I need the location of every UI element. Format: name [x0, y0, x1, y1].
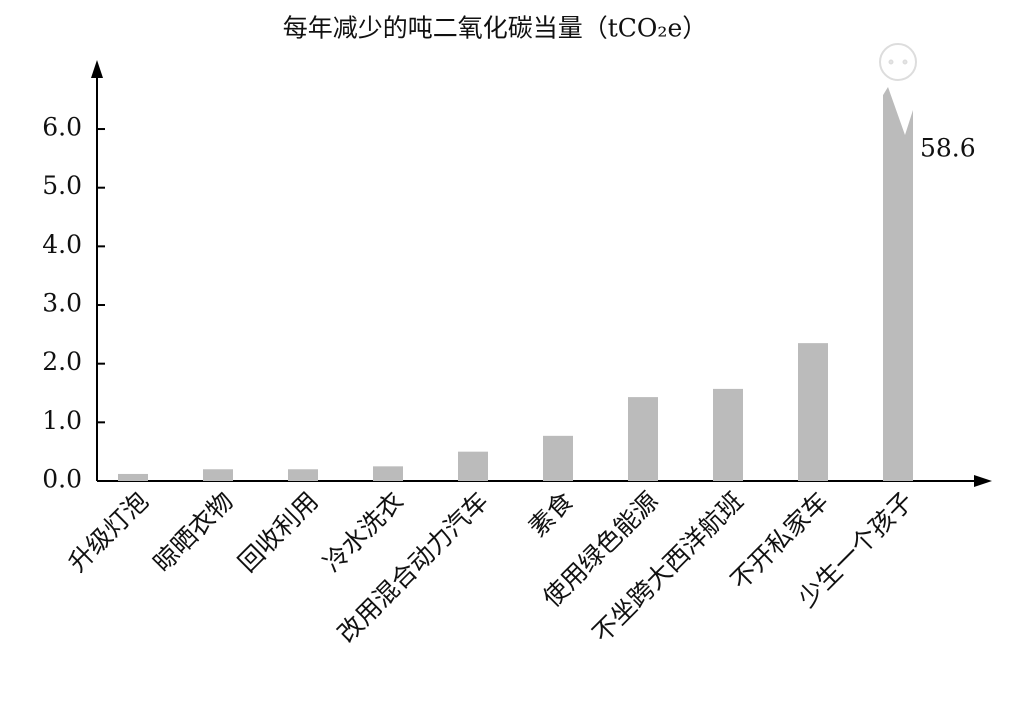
bar: [713, 388, 743, 481]
y-tick-label: 3.0: [42, 289, 82, 318]
bar: [798, 343, 828, 481]
y-tick-label: 0.0: [42, 465, 82, 494]
y-tick-label: 5.0: [42, 171, 82, 200]
x-tick-label: 晾晒衣物: [148, 486, 239, 577]
x-tick-label: 素食: [523, 486, 579, 542]
y-tick-label: 2.0: [42, 347, 82, 376]
y-tick-label: 6.0: [42, 113, 82, 142]
value-label: 58.6: [920, 134, 976, 163]
baby-icon: [879, 43, 917, 81]
x-tick-label: 回收利用: [233, 486, 324, 577]
bar: [118, 473, 148, 481]
y-tick-label: 4.0: [42, 230, 82, 259]
bar: [883, 87, 913, 481]
x-axis-arrow: [974, 475, 992, 487]
y-axis-arrow: [91, 60, 103, 78]
bar: [458, 451, 488, 481]
bar: [288, 469, 318, 481]
bar: [203, 469, 233, 481]
y-tick-label: 1.0: [42, 406, 82, 435]
x-tick-label: 不坐跨大西洋航班: [587, 486, 749, 648]
x-tick-label: 升级灯泡: [63, 486, 154, 577]
bar: [373, 466, 403, 481]
bar: [543, 435, 573, 481]
bar: [628, 397, 658, 481]
chart-title: 每年减少的吨二氧化碳当量（tCO₂e）: [283, 14, 708, 43]
x-tick-label: 改用混合动力汽车: [332, 486, 494, 648]
